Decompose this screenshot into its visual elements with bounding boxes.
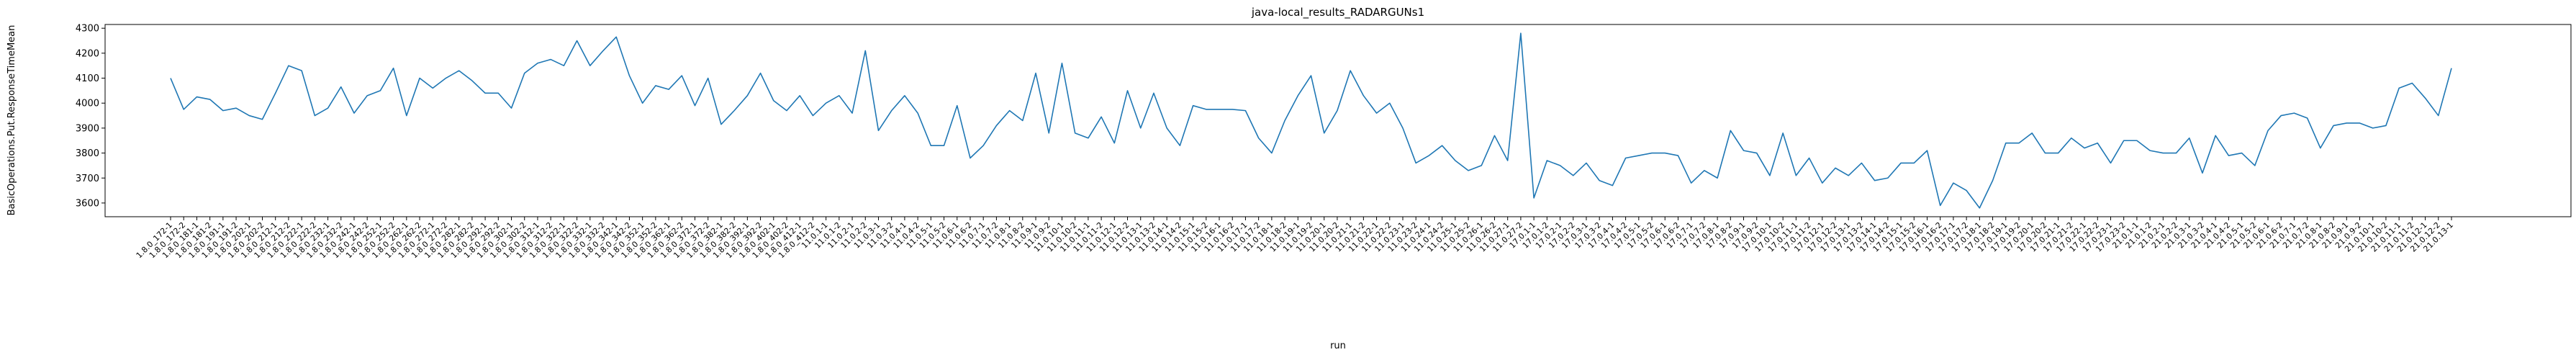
y-tick-label: 4000 — [76, 99, 99, 109]
data-line — [170, 32, 2452, 209]
x-axis-label: run — [1330, 341, 1346, 351]
y-tick-label: 3600 — [76, 198, 99, 209]
y-tick-label: 3800 — [76, 148, 99, 159]
y-tick-label: 4200 — [76, 48, 99, 59]
y-tick-label: 3700 — [76, 174, 99, 184]
y-tick-label: 4100 — [76, 73, 99, 84]
y-tick-label: 4300 — [76, 24, 99, 35]
y-axis-label: BasicOperations.Put.ResponseTimeMean — [6, 25, 17, 216]
y-tick-label: 3900 — [76, 123, 99, 134]
plot-frame — [104, 24, 2572, 217]
chart-title: java-local_results_RADARGUNs1 — [1251, 6, 1424, 19]
